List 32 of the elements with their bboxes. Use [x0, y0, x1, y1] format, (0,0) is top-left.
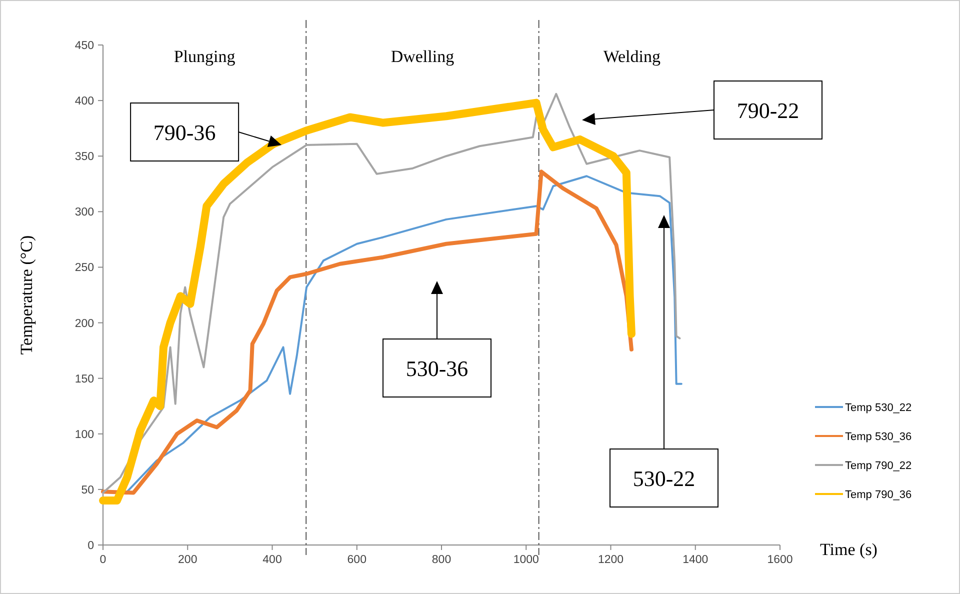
annotation: 790-22 — [736, 98, 800, 123]
annotation: Welding — [603, 47, 661, 66]
x-tick-label: 400 — [262, 554, 282, 566]
legend-label: Temp 530_22 — [845, 402, 912, 414]
y-tick-label: 150 — [74, 373, 94, 386]
annotation: 790-36 — [153, 120, 216, 145]
legend-label: Temp 790_22 — [845, 460, 912, 472]
annotation: Dwelling — [390, 47, 455, 66]
y-axis-title: Temperature (°C) — [17, 235, 36, 355]
y-tick-label: 100 — [74, 428, 94, 441]
y-tick-label: 200 — [74, 318, 94, 330]
legend-label: Temp 530_36 — [845, 431, 912, 443]
annotation: Plunging — [174, 47, 236, 66]
x-tick-label: 1000 — [513, 554, 539, 566]
x-tick-label: 0 — [100, 554, 106, 566]
y-tick-label: 50 — [81, 484, 94, 496]
y-tick-label: 400 — [74, 96, 94, 108]
x-tick-label: 1600 — [767, 554, 793, 566]
x-tick-label: 200 — [178, 554, 198, 566]
legend-label: Temp 790_36 — [845, 489, 912, 501]
y-tick-label: 350 — [74, 151, 94, 164]
annotation: 530-22 — [632, 466, 696, 491]
y-tick-label: 0 — [88, 540, 94, 552]
annotation: 530-36 — [406, 356, 468, 381]
y-tick-label: 300 — [74, 206, 94, 219]
y-tick-label: 250 — [74, 262, 94, 274]
x-tick-label: 600 — [347, 554, 366, 566]
x-tick-label: 800 — [432, 554, 452, 566]
x-axis-title: Time (s) — [820, 540, 878, 559]
x-tick-label: 1200 — [598, 554, 624, 566]
y-tick-label: 450 — [74, 40, 94, 52]
x-tick-label: 1400 — [682, 554, 708, 566]
